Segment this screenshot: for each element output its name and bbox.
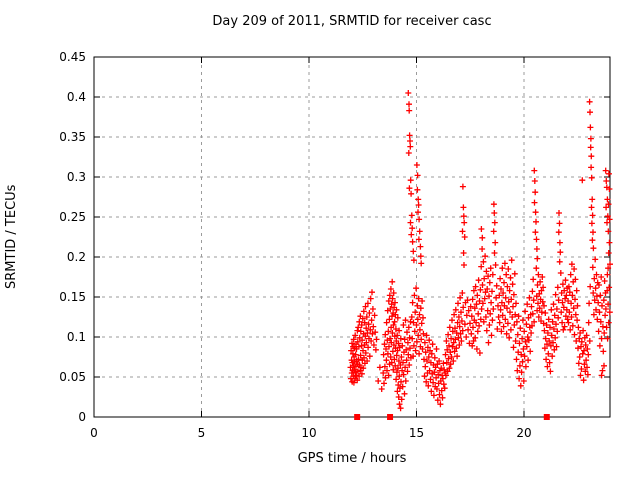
x-tick-label: 20 [516, 426, 531, 440]
y-tick-label: 0.3 [67, 170, 86, 184]
y-tick-label: 0.1 [67, 330, 86, 344]
y-tick-label: 0.2 [67, 250, 86, 264]
y-tick-label: 0.45 [59, 50, 86, 64]
zero-flag [387, 414, 394, 420]
plot-border [93, 56, 611, 418]
zero-flag [354, 414, 361, 420]
y-tick-label: 0.15 [59, 290, 86, 304]
chart-title: Day 209 of 2011, SRMTID for receiver cas… [212, 14, 492, 29]
x-tick-label: 5 [198, 426, 206, 440]
y-tick-label: 0.35 [59, 130, 86, 144]
data-points-srmtid [347, 90, 613, 412]
x-axis-label: GPS time / hours [297, 451, 407, 466]
y-tick-label: 0.4 [67, 90, 86, 104]
y-tick-label: 0.25 [59, 210, 86, 224]
x-tick-label: 10 [301, 426, 316, 440]
y-tick-label: 0.05 [59, 370, 86, 384]
x-tick-label: 15 [409, 426, 424, 440]
x-tick-label: 0 [90, 426, 98, 440]
zero-flag [543, 414, 550, 420]
y-tick-label: 0 [78, 410, 86, 424]
